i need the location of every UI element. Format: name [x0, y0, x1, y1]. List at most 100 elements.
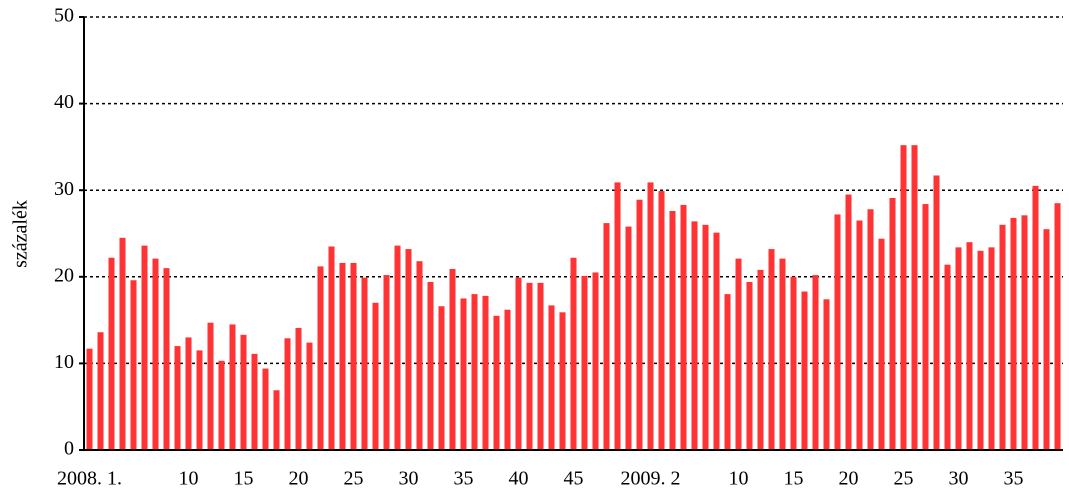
bar — [691, 221, 698, 450]
bar — [735, 258, 742, 450]
bar — [328, 246, 335, 450]
bar — [350, 262, 357, 450]
bar — [713, 232, 720, 450]
bar — [460, 298, 467, 450]
bar — [449, 269, 456, 450]
x-tick-label: 10 — [179, 468, 199, 490]
bar — [416, 261, 423, 450]
bar — [878, 238, 885, 450]
bar — [625, 226, 632, 450]
x-tick-label: 30 — [399, 468, 419, 490]
bar — [801, 291, 808, 450]
bar — [559, 312, 566, 450]
bar — [218, 360, 225, 450]
bar — [251, 353, 258, 450]
bar — [768, 249, 775, 450]
bar — [1021, 215, 1028, 450]
bar — [746, 281, 753, 450]
x-tick-label: 25 — [344, 468, 364, 490]
x-tick-label: 35 — [454, 468, 474, 490]
bar — [152, 258, 159, 450]
y-axis-label: százalék — [10, 200, 32, 268]
bar — [130, 280, 137, 450]
x-tick-label: 45 — [564, 468, 584, 490]
bar — [185, 337, 192, 450]
bar — [548, 305, 555, 450]
bar — [823, 299, 830, 450]
bar — [999, 224, 1006, 450]
bar — [273, 390, 280, 450]
bar — [438, 306, 445, 450]
bar — [614, 182, 621, 450]
bar — [493, 315, 500, 450]
bar — [207, 322, 214, 450]
bar — [108, 257, 115, 450]
x-tick-label: 25 — [894, 468, 914, 490]
bar — [174, 346, 181, 450]
bar — [383, 275, 390, 450]
bar — [394, 245, 401, 450]
bar — [526, 282, 533, 450]
x-tick-label: 20 — [289, 468, 309, 490]
y-tick-label: 30 — [54, 178, 74, 200]
bar — [845, 194, 852, 450]
x-tick-label: 15 — [784, 468, 804, 490]
bar — [141, 245, 148, 450]
bar — [229, 324, 236, 450]
bar — [724, 294, 731, 450]
bar — [757, 269, 764, 450]
x-tick-label: 40 — [509, 468, 529, 490]
x-tick-label: 2008. 1. — [57, 468, 122, 490]
bar — [702, 224, 709, 450]
bar — [581, 275, 588, 450]
bar — [1054, 203, 1061, 450]
bar — [889, 197, 896, 450]
bar — [97, 332, 104, 450]
bar — [339, 262, 346, 450]
bar — [900, 145, 907, 450]
bar — [1010, 217, 1017, 450]
bar — [196, 350, 203, 450]
bar — [790, 276, 797, 450]
bar — [966, 242, 973, 450]
y-tick-label: 0 — [64, 438, 74, 460]
x-tick-label: 15 — [234, 468, 254, 490]
bar — [603, 223, 610, 450]
bar — [812, 275, 819, 450]
bar — [988, 247, 995, 450]
bar — [922, 204, 929, 450]
bar — [955, 247, 962, 450]
bar — [779, 258, 786, 450]
bar — [658, 191, 665, 451]
bar — [306, 342, 313, 450]
bar — [372, 302, 379, 450]
bar — [515, 277, 522, 450]
bar — [361, 277, 368, 450]
x-tick-label: 2009. 2 — [621, 468, 681, 490]
bar — [570, 257, 577, 450]
bar — [977, 250, 984, 450]
y-tick-label: 40 — [54, 91, 74, 113]
bar — [592, 272, 599, 450]
bar — [86, 348, 93, 450]
x-tick-label: 10 — [729, 468, 749, 490]
bar — [317, 266, 324, 450]
bar — [405, 249, 412, 450]
y-tick-label: 20 — [54, 264, 74, 286]
bar — [867, 209, 874, 450]
bar — [933, 175, 940, 450]
bar — [856, 220, 863, 450]
bar — [911, 145, 918, 450]
x-tick-label: 20 — [839, 468, 859, 490]
x-tick-label: 35 — [1004, 468, 1024, 490]
bar — [834, 214, 841, 450]
bar — [944, 264, 951, 450]
bar — [427, 281, 434, 450]
bar — [119, 237, 126, 450]
bar — [482, 295, 489, 450]
bar — [537, 282, 544, 450]
bar — [163, 268, 170, 450]
bar — [636, 199, 643, 450]
bar — [262, 368, 269, 450]
